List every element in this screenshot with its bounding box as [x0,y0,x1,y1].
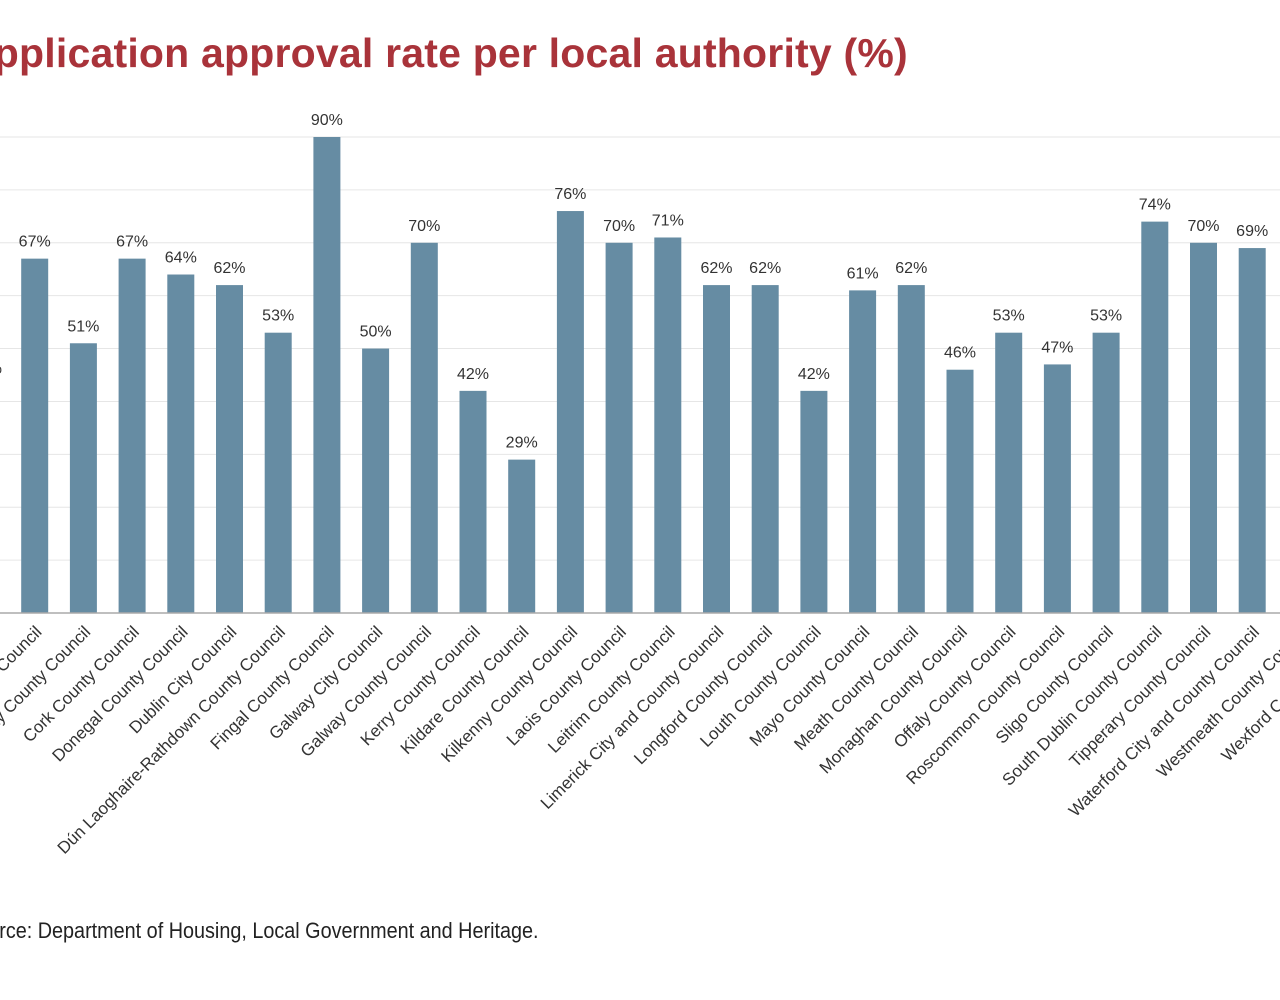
bar [21,258,49,613]
bar [264,332,292,613]
data-label: 70% [408,218,440,235]
bar [800,390,828,613]
data-label: 62% [749,260,781,277]
data-label: 71% [652,212,684,229]
bar [605,242,633,613]
bar [216,285,243,613]
bar [849,290,877,613]
gridlines [0,136,1280,561]
data-label: 61% [847,265,879,282]
bar [703,285,730,613]
data-label: 62% [213,260,245,277]
data-label: 62% [895,260,927,277]
bar [897,285,925,613]
data-label: 53% [262,308,294,325]
data-label: 70% [603,218,635,235]
data-label: 76% [554,186,586,203]
data-label: 42% [457,366,489,383]
data-label: 64% [165,250,197,267]
data-label: 74% [1139,197,1171,214]
bar [410,242,438,613]
data-label: 47% [1041,339,1073,356]
bar [69,343,97,613]
bar [946,369,974,613]
data-label: 50% [360,324,392,341]
data-label: 53% [993,308,1025,325]
data-label: 29% [506,435,538,452]
data-label: 69% [1236,223,1268,240]
bar [751,285,779,613]
data-label: 42% [798,366,830,383]
data-label: 53% [1090,308,1122,325]
bar [459,390,487,613]
chart-title: Application approval rate per local auth… [0,30,908,76]
data-label: 67% [19,234,51,251]
bar [313,137,341,613]
bar [556,211,584,614]
data-label: 62% [700,260,732,277]
data-label: 70% [1187,218,1219,235]
bar [995,332,1023,613]
bars [21,137,1266,614]
bar [167,274,195,613]
bar [1043,364,1071,613]
x-tick-label: Dún Laoghaire-Rathdown County Council [54,622,289,857]
bar [1141,221,1169,613]
bar [654,237,682,613]
data-label: 51% [67,318,99,335]
bar [1190,242,1217,613]
bar [508,459,536,613]
bar [1092,332,1120,613]
data-label: 43% [0,361,2,378]
bar [362,348,390,613]
bar [1238,248,1266,614]
data-labels: 43% 67% 51% 67% 64% 62% 53% 90% 50% 70% 42% 29% 76% 7… [0,112,1268,452]
data-label: 46% [944,345,976,362]
x-tick-labels: Cavan County CouncilClare County Council… [0,622,1280,857]
bar [118,258,146,613]
data-label: 90% [311,112,343,129]
source-note: Source: Department of Housing, Local Gov… [0,918,539,943]
data-label: 67% [116,234,148,251]
